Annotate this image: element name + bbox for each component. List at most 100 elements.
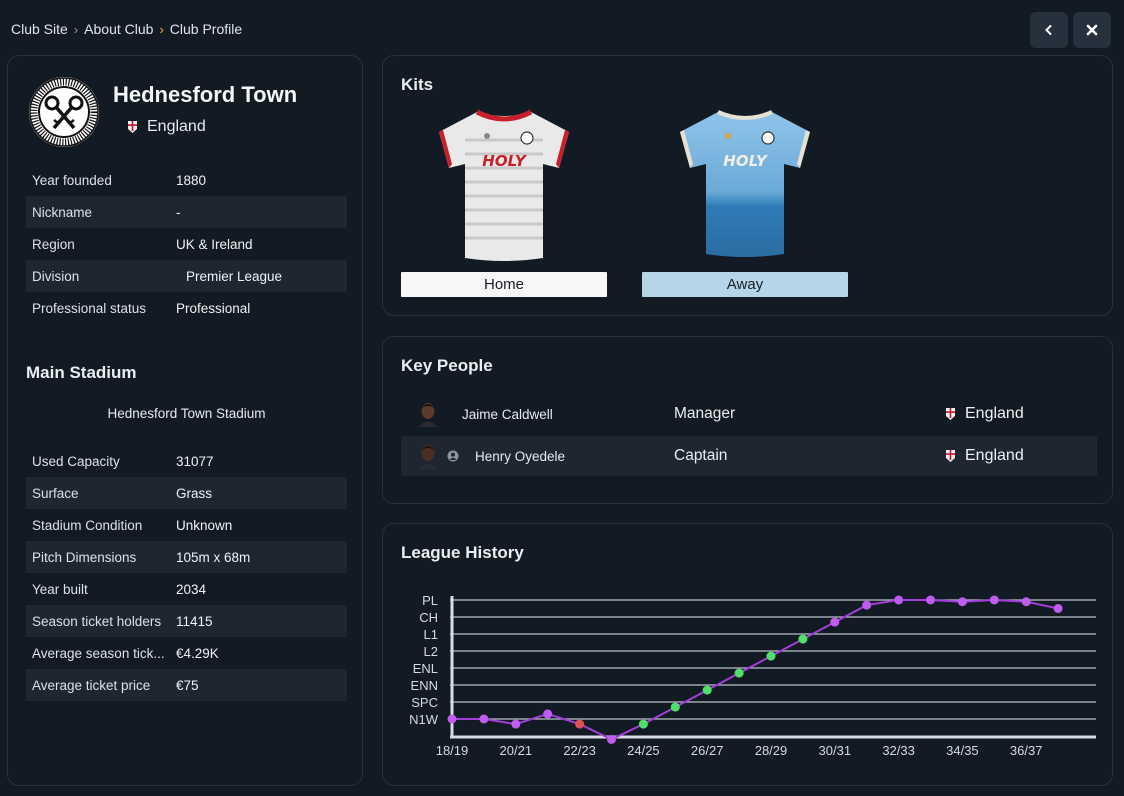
person-role: Captain [674,447,728,464]
back-button[interactable] [1030,12,1068,48]
info-label: Average season tick... [32,645,165,661]
club-name: Hednesford Town [113,82,298,107]
division-value[interactable]: Premier League [186,268,283,284]
person-country-label: England [965,447,1024,464]
person-country: England [946,447,1024,465]
info-row: Professional status Professional [26,292,347,324]
info-value: 105m x 68m [176,549,251,565]
person-role: Manager [674,405,736,422]
season-point [830,617,840,627]
info-value: UK & Ireland [176,236,253,252]
home-shirt-image: HOLY [439,109,569,261]
kits-panel: Kits HOLY Home HOLY [382,55,1113,316]
season-point [1053,604,1063,613]
y-tick-label: PL [422,593,438,608]
info-row: Average season tick... €4.29K [26,637,347,669]
season-point [447,714,457,724]
x-tick-label: 22/23 [563,743,596,758]
info-label: Nickname [32,204,93,220]
season-point [734,668,744,678]
x-tick-label: 36/37 [1010,743,1043,758]
x-tick-label: 30/31 [819,743,852,758]
y-tick-label: SPC [411,695,438,710]
info-label: Surface [32,485,79,501]
captain-icon [447,450,459,462]
y-tick-label: CH [419,610,438,625]
kits-title: Kits [401,75,434,94]
breadcrumb: Club Site › About Club › Club Profile [11,21,242,37]
away-kit[interactable]: HOLY [642,106,848,266]
away-kit-label[interactable]: Away [642,272,848,297]
season-point [1021,597,1031,607]
info-label: Pitch Dimensions [32,549,137,565]
stadium-name: Hednesford Town Stadium [107,406,266,421]
club-info-table: Year founded 1880 Nickname - Region UK &… [26,164,347,324]
info-row: Surface Grass [26,477,347,509]
x-tick-label: 24/25 [627,743,660,758]
x-tick-label: 18/19 [436,743,469,758]
person-name[interactable]: Jaime Caldwell [462,406,553,422]
sponsor-label: HOLY [482,152,528,170]
info-label: Used Capacity [32,453,120,469]
x-tick-label: 28/29 [755,743,788,758]
x-tick-label: 34/35 [946,743,979,758]
season-point [607,734,616,744]
breadcrumb-club-site[interactable]: Club Site [11,21,68,37]
season-point [926,595,935,605]
info-row: Nickname - [26,196,347,228]
season-point [702,685,712,695]
info-value: 1880 [176,172,207,188]
person-country-label: England [965,405,1024,422]
info-label: Year founded [32,172,112,188]
close-icon [1086,24,1098,36]
info-row: Year founded 1880 [26,164,347,196]
season-point [575,719,585,729]
england-flag-icon [128,121,137,133]
info-row: Region UK & Ireland [26,228,347,260]
season-point [989,595,999,605]
info-value: 2034 [176,581,207,597]
season-point [798,634,808,644]
league-position-line [452,598,1059,741]
y-tick-label: L2 [424,644,438,659]
club-country: England [128,118,206,136]
info-label: Region [32,236,75,252]
breadcrumb-about-club[interactable]: About Club [84,21,154,37]
info-row: Used Capacity 31077 [26,445,347,477]
info-row: Average ticket price €75 [26,669,347,701]
club-country-label: England [147,118,206,135]
player-avatar [419,403,437,427]
info-value: - [176,204,181,220]
close-button[interactable] [1073,12,1111,48]
breadcrumb-club-profile: Club Profile [169,21,243,37]
y-tick-label: ENL [413,661,438,676]
person-row[interactable]: Henry Oyedele Captain England [401,436,1097,476]
season-point [862,600,872,610]
y-tick-label: N1W [409,712,439,727]
england-flag-icon [946,408,955,420]
home-kit-label[interactable]: Home [401,272,607,297]
info-value: Unknown [176,517,233,533]
person-name[interactable]: Henry Oyedele [475,448,566,464]
season-point [543,709,553,719]
person-row[interactable]: Jaime Caldwell Manager England [401,394,1097,434]
x-tick-label: 26/27 [691,743,724,758]
x-tick-label: 32/33 [882,743,915,758]
y-tick-label: L1 [424,627,438,642]
info-label: Year built [32,581,88,597]
y-tick-label: ENN [411,678,438,693]
season-point [766,651,776,661]
info-row: Division Premier League [26,260,347,292]
home-kit[interactable]: HOLY [401,106,607,266]
info-label: Average ticket price [32,677,151,693]
info-value: €4.29K [176,645,219,661]
club-info-panel: Hednesford Town England Year founded 188… [7,55,363,786]
season-point [670,702,680,712]
season-point [511,719,521,729]
season-point [638,719,648,729]
info-label: Stadium Condition [32,517,143,533]
info-label: Division [32,268,80,284]
player-avatar [419,445,437,469]
league-history-chart: PL CH L1 L2 ENL ENN SPC N1W 18/19 20/21 22/23 24/25… [409,593,1096,758]
england-flag-icon [946,450,955,462]
